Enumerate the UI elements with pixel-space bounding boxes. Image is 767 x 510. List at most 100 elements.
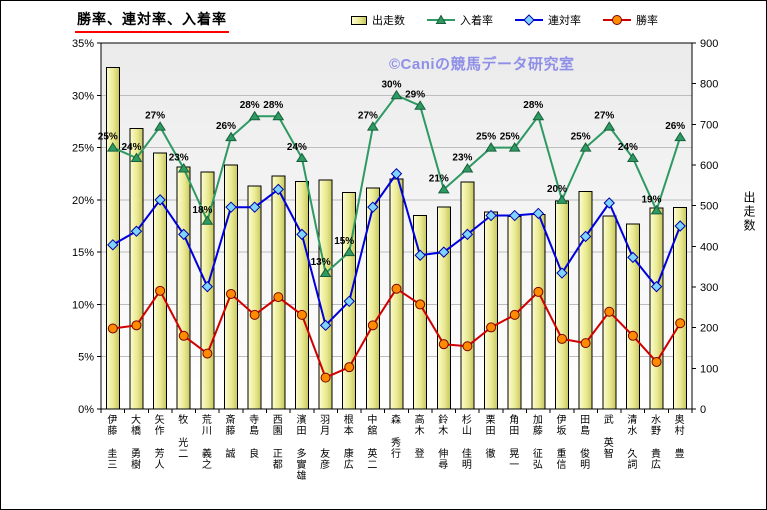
bar [531,214,546,410]
bar [247,185,262,410]
bar [649,207,664,410]
x-axis-label: 杉山 佳明 [459,414,471,470]
bar [105,66,120,410]
starts-bar-swatch-icon [351,15,367,25]
y-axis-left-labels: 0% 5% 10% 15% 20% 25% 30% 35% [72,38,94,416]
legend-label-win-rate: 勝率 [636,15,658,27]
bar [176,166,191,410]
x-axis-label: 伊藤 圭三 [104,414,116,470]
x-axis-label: 水野 貴広 [648,414,660,470]
svg-text:25%: 25% [500,132,520,143]
x-axis-label: 角田 晃一 [506,414,518,470]
x-axis-label: 根本 康広 [341,414,353,470]
x-axis-label: 伊坂 重信 [553,414,565,470]
svg-text:25%: 25% [72,143,94,155]
svg-text:23%: 23% [452,153,472,164]
x-axis-label: 斎藤 誠 [223,414,235,459]
svg-text:5%: 5% [78,352,94,364]
svg-text:900: 900 [700,38,718,50]
svg-text:26%: 26% [665,121,685,132]
win-rate-marker-icon [603,15,631,25]
right-axis-title: 出走数 [742,191,756,233]
x-axis-label: 濱田 多實雄 [293,414,305,481]
axis-ticks [97,42,696,413]
svg-text:26%: 26% [216,121,236,132]
bar [153,152,168,410]
x-axis-label: 中舘 英二 [364,414,376,470]
svg-text:28%: 28% [523,100,543,111]
bar [555,200,569,410]
x-axis-label: 大橋 勇樹 [128,414,140,470]
bar [436,206,451,410]
svg-text:23%: 23% [169,153,189,164]
svg-text:0%: 0% [78,404,94,416]
x-axis-label: 武 英智 [601,414,613,459]
svg-text:15%: 15% [72,247,94,259]
svg-text:28%: 28% [240,100,260,111]
svg-text:27%: 27% [358,111,378,122]
legend-item-win-rate: 勝率 [603,12,658,28]
x-axis-label: 羽月 友彦 [317,414,329,470]
svg-text:18%: 18% [192,205,212,216]
svg-text:30%: 30% [381,79,401,90]
x-axis-label: 栗田 徹 [483,414,495,459]
svg-text:500: 500 [700,201,718,213]
svg-text:24%: 24% [121,142,141,153]
legend: 出走数 入着率 連対率 勝率 [351,12,658,28]
x-axis-label: 寺島 良 [246,414,258,459]
x-axis-label: 矢作 芳人 [152,414,164,470]
x-axis-label: 鈴木 伸尋 [435,414,447,470]
svg-text:19%: 19% [641,194,661,205]
x-axis-label: 森 秀行 [388,414,400,459]
svg-text:13%: 13% [311,257,331,268]
legend-item-starts: 出走数 [351,12,405,28]
place-rate-line [106,89,687,278]
svg-text:35%: 35% [72,38,94,50]
y-axis-right-labels: 0 100 200 300 400 500 600 700 800 900 [700,38,718,416]
svg-text:24%: 24% [287,142,307,153]
svg-text:28%: 28% [263,100,283,111]
svg-text:24%: 24% [618,142,638,153]
x-axis-label: 高木 登 [412,414,424,459]
svg-text:27%: 27% [145,111,165,122]
bar [484,211,499,410]
x-axis-label: 牧 光二 [175,414,187,459]
plot-border [100,42,693,410]
svg-text:800: 800 [700,79,718,91]
bar [294,180,309,410]
svg-text:15%: 15% [334,236,354,247]
svg-text:100: 100 [700,363,718,375]
chart-title: 勝率、連対率、入着率 [75,9,229,33]
svg-text:300: 300 [700,282,718,294]
win-rate-line [107,283,686,383]
svg-text:0: 0 [700,404,706,416]
bar [578,190,593,410]
legend-item-quinella-rate: 連対率 [515,12,581,28]
svg-text:200: 200 [700,323,718,335]
place-rate-marker-icon [427,14,455,24]
svg-text:10%: 10% [72,299,94,311]
svg-text:400: 400 [700,241,718,253]
watermark: ©Caniの競馬データ研究室 [389,56,575,73]
legend-item-place-rate: 入着率 [427,12,493,28]
x-axis-label: 加藤 征弘 [530,414,542,470]
svg-text:20%: 20% [547,184,567,195]
x-axis-label: 田島 俊明 [577,414,589,470]
legend-label-quinella-rate: 連対率 [548,15,581,27]
x-axis-label: 奥村 豊 [672,414,684,459]
svg-text:30%: 30% [72,90,94,102]
quinella-rate-line [107,168,686,332]
svg-text:27%: 27% [594,111,614,122]
svg-text:21%: 21% [429,173,449,184]
legend-label-starts: 出走数 [372,15,405,27]
x-axis-label: 荒川 義之 [199,414,211,470]
x-axis-label: 清水 久詞 [624,414,636,470]
bar [460,181,475,410]
legend-label-place-rate: 入着率 [460,15,493,27]
svg-text:600: 600 [700,160,718,172]
x-axis-label: 西園 正都 [270,414,282,470]
svg-text:25%: 25% [571,132,591,143]
bar [129,127,144,410]
